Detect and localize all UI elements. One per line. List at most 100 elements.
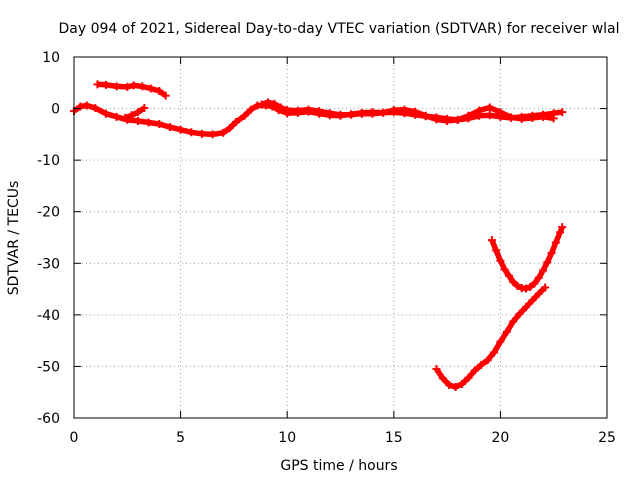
data-point	[240, 111, 249, 120]
data-point	[264, 98, 273, 107]
data-point	[138, 82, 147, 91]
data-point	[445, 380, 454, 389]
data-point	[487, 236, 496, 245]
data-point	[304, 105, 313, 114]
x-tick-label: 25	[598, 430, 616, 446]
data-point	[485, 103, 494, 112]
data-point	[76, 102, 85, 111]
data-point	[253, 101, 262, 110]
data-point	[347, 110, 356, 119]
data-point	[315, 107, 324, 116]
data-point	[521, 284, 530, 293]
data-point	[485, 111, 494, 120]
data-point	[496, 108, 505, 117]
data-point	[112, 82, 121, 91]
series-line-arc-6	[434, 285, 548, 391]
data-point	[526, 283, 535, 292]
data-point	[551, 238, 560, 247]
data-point	[270, 99, 279, 108]
data-point	[496, 337, 505, 346]
plot-series	[70, 80, 567, 392]
data-point	[197, 129, 206, 138]
data-point	[129, 81, 138, 90]
data-point	[530, 279, 539, 288]
y-tick-label: 0	[51, 102, 60, 118]
data-point	[507, 113, 516, 122]
data-point	[556, 228, 565, 237]
y-tick-label: -20	[37, 205, 60, 221]
data-point	[357, 109, 366, 118]
data-point	[539, 112, 548, 121]
data-point	[127, 111, 136, 120]
series-line-arc-3	[124, 105, 146, 121]
data-point	[112, 112, 121, 121]
y-tick-label: -30	[37, 256, 60, 272]
data-point	[492, 246, 501, 255]
data-point	[140, 104, 149, 113]
data-point	[490, 348, 499, 357]
data-point	[496, 256, 505, 265]
data-point	[432, 365, 441, 374]
data-point	[534, 273, 543, 282]
data-point	[443, 116, 452, 125]
data-point	[500, 265, 509, 274]
data-point	[389, 106, 398, 115]
data-point	[232, 117, 241, 126]
data-point	[502, 327, 511, 336]
chart-title: Day 094 of 2021, Sidereal Day-to-day VTE…	[58, 21, 619, 37]
data-point	[165, 123, 174, 132]
data-point	[464, 373, 473, 382]
data-point	[515, 309, 524, 318]
y-tick-label: -60	[37, 411, 60, 427]
data-point	[101, 109, 110, 118]
data-point	[155, 120, 164, 129]
data-point	[123, 82, 132, 91]
data-point	[121, 113, 130, 122]
data-point	[421, 111, 430, 120]
data-point	[133, 116, 142, 125]
data-point	[368, 109, 377, 118]
data-point	[155, 87, 164, 96]
series-line-arc-5	[489, 226, 565, 292]
y-tick-label: 10	[42, 50, 60, 66]
data-point	[521, 303, 530, 312]
y-tick-label: -10	[37, 153, 60, 169]
data-point	[558, 223, 567, 232]
data-point	[470, 366, 479, 375]
data-point	[93, 80, 102, 89]
data-point	[477, 360, 486, 369]
data-point	[161, 91, 170, 100]
data-point	[208, 130, 217, 139]
data-point	[257, 100, 266, 109]
data-point	[293, 106, 302, 115]
y-axis-label: SDTVAR / TECUs	[6, 181, 22, 296]
data-point	[504, 271, 513, 280]
x-axis-label: GPS time / hours	[280, 458, 397, 474]
plot-frame	[73, 56, 608, 419]
data-point	[176, 125, 185, 134]
data-point	[411, 107, 420, 116]
data-point	[509, 277, 518, 286]
y-tick-label: -40	[37, 308, 60, 324]
data-point	[528, 113, 537, 122]
data-point	[541, 283, 550, 292]
data-point	[483, 356, 492, 365]
data-point	[144, 118, 153, 127]
data-point	[451, 383, 460, 392]
data-point	[464, 111, 473, 120]
x-tick-label: 0	[70, 430, 79, 446]
x-tick-label: 20	[491, 430, 509, 446]
data-point	[91, 104, 100, 113]
data-point	[146, 84, 155, 93]
data-point	[101, 80, 110, 89]
data-point	[336, 110, 345, 119]
data-point	[133, 108, 142, 117]
axis-ticks: 0 5 10 15 20 25 10 0 -10 -20 -30 -40 -50 -60	[37, 50, 616, 446]
data-point	[438, 374, 447, 383]
data-point	[325, 109, 334, 118]
data-point	[513, 281, 522, 290]
data-point	[547, 248, 556, 257]
data-point	[219, 128, 228, 137]
x-tick-label: 5	[176, 430, 185, 446]
